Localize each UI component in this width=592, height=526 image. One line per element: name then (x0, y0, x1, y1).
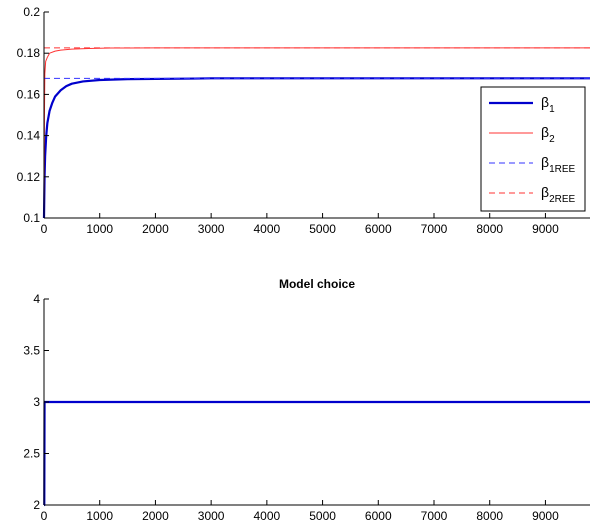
x-tick-label: 7000 (421, 222, 448, 236)
x-tick-label: 4000 (254, 509, 281, 523)
y-tick-label: 4 (33, 292, 40, 306)
legend-label-4: β2REE (541, 184, 576, 205)
x-tick-label: 3000 (198, 509, 225, 523)
x-tick-label: 5000 (309, 509, 336, 523)
x-tick-label: 6000 (365, 222, 392, 236)
y-tick-label: 2.5 (23, 447, 40, 461)
x-tick-label: 8000 (476, 509, 503, 523)
x-tick-label: 4000 (254, 222, 281, 236)
series-line-2 (43, 47, 590, 219)
x-tick-label: 2000 (142, 509, 169, 523)
series-line-1 (42, 77, 590, 219)
x-tick-label: 8000 (476, 222, 503, 236)
legend-box (480, 86, 586, 212)
y-tick-label: 0.14 (17, 129, 41, 143)
legend: β1 β2 β1REE β2REE (480, 86, 586, 212)
y-tick-label: 0.2 (23, 5, 40, 19)
x-tick-label: 2000 (142, 222, 169, 236)
x-tick-label: 3000 (198, 222, 225, 236)
x-tick-label: 7000 (421, 509, 448, 523)
legend-label-3: β1REE (541, 154, 576, 175)
y-tick-label: 0.18 (17, 46, 41, 60)
x-tick-label: 6000 (365, 509, 392, 523)
x-tick-label: 5000 (309, 222, 336, 236)
x-tick-label: 0 (41, 222, 48, 236)
x-tick-label: 9000 (532, 222, 559, 236)
legend-label-1: β1 (541, 94, 555, 115)
chart-2: 0 1000 2000 3000 4000 5000 6000 7000 8000 9000 2 2.… (23, 277, 590, 523)
x-tick-label: 1000 (86, 222, 113, 236)
y-tick-label: 0.12 (17, 170, 41, 184)
y-tick-label: 3 (33, 395, 40, 409)
y-tick-label: 0.16 (17, 87, 41, 101)
series-group (42, 47, 590, 219)
x-tick-label: 1000 (86, 509, 113, 523)
y-tick-label: 0.1 (23, 211, 40, 225)
y-tick-label: 2 (33, 498, 40, 512)
chart-1: 0 1000 2000 3000 4000 5000 6000 7000 8000 9000 0.1… (17, 5, 590, 236)
chart-title: Model choice (279, 277, 355, 291)
x-tick-label: 9000 (532, 509, 559, 523)
legend-label-2: β2 (541, 124, 555, 145)
y-tick-label: 3.5 (23, 344, 40, 358)
x-tick-label: 0 (41, 509, 48, 523)
